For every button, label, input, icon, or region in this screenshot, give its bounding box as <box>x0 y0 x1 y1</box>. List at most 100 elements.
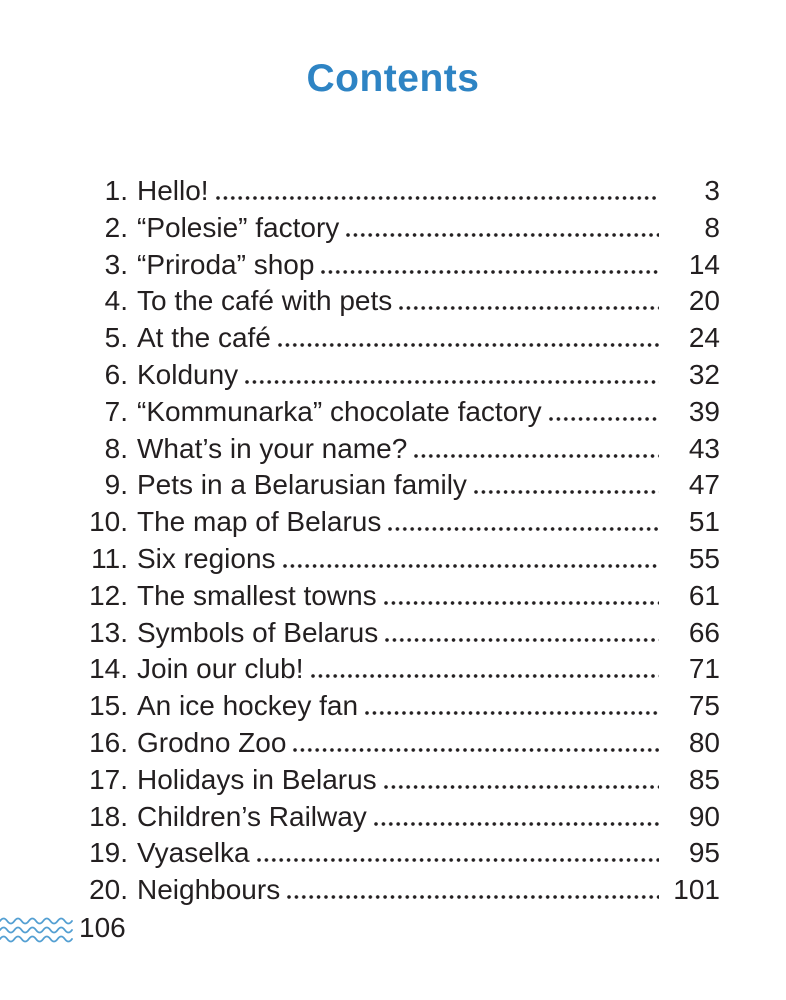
toc-entry-title: Children’s Railway <box>137 800 367 832</box>
page-title: Contents <box>306 57 480 100</box>
toc-entry-title: Vyaselka <box>137 837 250 869</box>
dot-leader <box>310 674 659 679</box>
toc-entry-number: 13. <box>89 616 128 648</box>
dot-leader <box>215 196 659 200</box>
toc-entry-title: “Polesie” factory <box>137 211 340 243</box>
toc-entry-title: Neighbours <box>137 874 281 906</box>
toc-entry-title: The smallest towns <box>137 579 377 611</box>
toc-entry-number: 2. <box>104 211 128 243</box>
toc-entry-page: 47 <box>688 469 720 501</box>
dot-leader <box>245 379 659 384</box>
dot-leader <box>383 784 659 789</box>
dot-leader <box>383 600 659 605</box>
toc-entry-title: Pets in a Belarusian family <box>137 469 467 501</box>
toc-row: 17. Holidays in Belarus 85 <box>82 764 720 801</box>
toc-entry-title: Symbols of Belarus <box>137 616 379 648</box>
toc-entry-number: 1. <box>104 175 128 206</box>
toc-list: 1. Hello! 3 2. “Polesie” factory 8 3. “P… <box>82 175 720 911</box>
dot-leader <box>277 343 659 348</box>
toc-entry-page: 90 <box>688 800 720 832</box>
toc-entry-title: To the café with pets <box>137 285 393 317</box>
dot-leader <box>414 453 659 458</box>
toc-entry-number: 4. <box>104 285 128 317</box>
toc-entry-number: 16. <box>89 726 128 758</box>
toc-entry-page: 75 <box>688 690 720 722</box>
toc-entry-page: 8 <box>704 211 720 243</box>
toc-entry-page: 43 <box>688 432 720 464</box>
toc-entry-number: 12. <box>89 579 128 611</box>
toc-row: 13. Symbols of Belarus 66 <box>82 617 720 654</box>
footer-page-number: 106 <box>79 912 126 943</box>
toc-entry-number: 15. <box>89 690 128 722</box>
toc-entry-title: At the café <box>137 322 271 354</box>
dot-leader <box>293 747 659 752</box>
toc-entry-title: Hello! <box>137 175 209 206</box>
dot-leader <box>388 527 659 532</box>
toc-entry-number: 3. <box>104 248 128 280</box>
toc-row: 20. Neighbours 101 <box>82 874 720 911</box>
dot-leader <box>282 563 659 568</box>
toc-entry-number: 5. <box>104 322 128 354</box>
toc-entry-number: 7. <box>104 395 128 427</box>
toc-entry-title: Kolduny <box>137 358 239 390</box>
dot-leader <box>256 858 659 863</box>
toc-entry-title: The map of Belarus <box>137 506 382 538</box>
toc-entry-page: 80 <box>688 726 720 758</box>
toc-entry-title: An ice hockey fan <box>137 690 359 722</box>
toc-row: 2. “Polesie” factory 8 <box>82 212 720 249</box>
dot-leader <box>473 490 659 495</box>
toc-entry-title: “Priroda” shop <box>137 248 315 280</box>
toc-entry-number: 10. <box>89 506 128 538</box>
toc-entry-number: 6. <box>104 358 128 390</box>
toc-entry-page: 3 <box>704 175 720 206</box>
toc-row: 1. Hello! 3 <box>82 175 720 212</box>
toc-entry-page: 101 <box>673 874 720 906</box>
toc-entry-number: 9. <box>104 469 128 501</box>
toc-entry-page: 85 <box>688 763 720 795</box>
toc-entry-title: Grodno Zoo <box>137 726 287 758</box>
toc-row: 5. At the café 24 <box>82 322 720 359</box>
toc-entry-page: 39 <box>688 395 720 427</box>
toc-entry-title: “Kommunarka” chocolate factory <box>137 395 542 427</box>
dot-leader <box>385 637 659 642</box>
toc-entry-page: 51 <box>688 506 720 538</box>
toc-row: 19. Vyaselka 95 <box>82 837 720 874</box>
toc-row: 16. Grodno Zoo 80 <box>82 727 720 764</box>
toc-entry-page: 61 <box>688 579 720 611</box>
toc-entry-number: 8. <box>104 432 128 464</box>
toc-row: 7. “Kommunarka” chocolate factory 39 <box>82 396 720 433</box>
toc-entry-page: 32 <box>688 358 720 390</box>
toc-row: 4. To the café with pets 20 <box>82 285 720 322</box>
dot-leader <box>548 416 659 421</box>
toc-entry-number: 14. <box>89 653 128 685</box>
toc-entry-number: 19. <box>89 837 128 869</box>
toc-row: 11. Six regions 55 <box>82 543 720 580</box>
toc-entry-title: Six regions <box>137 542 276 574</box>
dot-leader <box>373 821 659 826</box>
toc-row: 12. The smallest towns 61 <box>82 580 720 617</box>
toc-entry-number: 20. <box>89 874 128 906</box>
toc-entry-title: Join our club! <box>137 653 304 685</box>
toc-row: 15. An ice hockey fan 75 <box>82 690 720 727</box>
dot-leader <box>399 306 659 311</box>
dot-leader <box>365 711 659 716</box>
toc-entry-number: 17. <box>89 763 128 795</box>
toc-entry-page: 55 <box>688 542 720 574</box>
dot-leader <box>287 895 659 900</box>
toc-entry-number: 18. <box>89 800 128 832</box>
water-waves-icon <box>0 917 73 943</box>
dot-leader <box>321 269 659 274</box>
toc-row: 18. Children’s Railway 90 <box>82 801 720 838</box>
toc-row: 10. The map of Belarus 51 <box>82 506 720 543</box>
toc-entry-page: 14 <box>688 248 720 280</box>
toc-row: 14. Join our club! 71 <box>82 653 720 690</box>
toc-entry-title: Holidays in Belarus <box>137 763 377 795</box>
toc-entry-number: 11. <box>91 542 128 574</box>
toc-entry-page: 20 <box>688 285 720 317</box>
toc-entry-page: 66 <box>688 616 720 648</box>
toc-entry-page: 71 <box>688 653 720 685</box>
dot-leader <box>346 232 659 237</box>
toc-row: 8. What’s in your name? 43 <box>82 433 720 470</box>
toc-entry-page: 24 <box>688 322 720 354</box>
